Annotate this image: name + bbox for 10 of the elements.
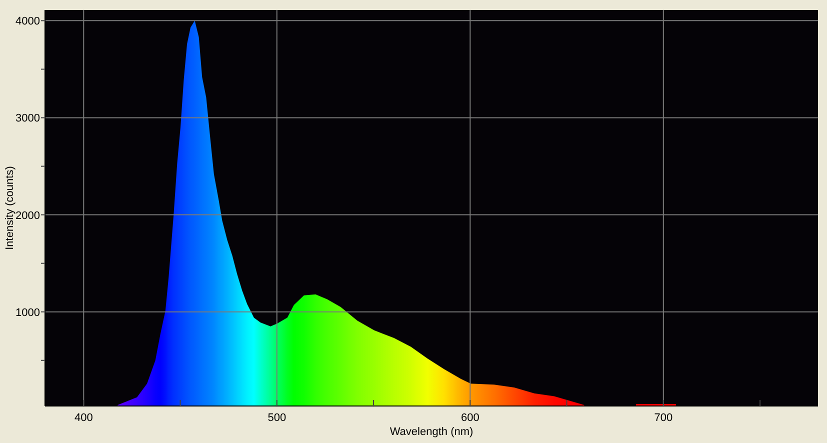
x-tick-label: 500 <box>268 412 286 424</box>
x-tick-label: 600 <box>460 412 480 424</box>
y-axis-title: Intensity (counts) <box>4 166 16 250</box>
x-tick-label: 700 <box>654 412 673 424</box>
y-tick-label: 2000 <box>16 210 40 222</box>
x-axis-title: Wavelength (nm) <box>390 426 474 438</box>
x-tick-label: 400 <box>74 412 93 424</box>
y-tick-label: 3000 <box>16 112 40 125</box>
y-tick-label: 4000 <box>16 16 40 28</box>
y-tick-label: 1000 <box>16 306 40 319</box>
